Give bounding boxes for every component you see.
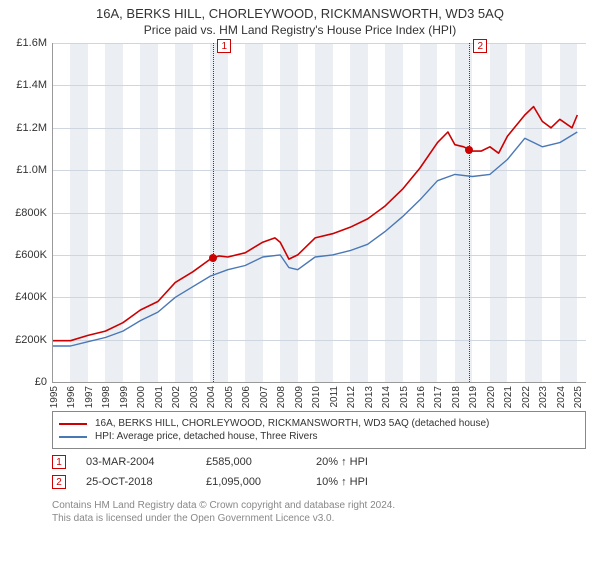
x-axis-tick-label: 2011 — [329, 386, 340, 408]
x-axis-tick-label: 1999 — [119, 386, 130, 408]
transaction-date: 03-MAR-2004 — [86, 456, 186, 468]
transaction-date: 25-OCT-2018 — [86, 476, 186, 488]
x-axis-tick-label: 1998 — [101, 386, 112, 408]
footer-line: This data is licensed under the Open Gov… — [52, 512, 586, 525]
x-axis-tick-label: 2008 — [276, 386, 287, 408]
transaction-row: 1 03-MAR-2004 £585,000 20% ↑ HPI — [52, 455, 586, 469]
x-axis-tick-label: 2025 — [573, 386, 584, 408]
x-axis-tick-label: 2010 — [311, 386, 322, 408]
chart-legend: 16A, BERKS HILL, CHORLEYWOOD, RICKMANSWO… — [52, 411, 586, 449]
page-title: 16A, BERKS HILL, CHORLEYWOOD, RICKMANSWO… — [0, 6, 600, 21]
x-axis-tick-label: 2001 — [154, 386, 165, 408]
page-subtitle: Price paid vs. HM Land Registry's House … — [0, 23, 600, 37]
x-axis-tick-label: 2017 — [433, 386, 444, 408]
footer-line: Contains HM Land Registry data © Crown c… — [52, 499, 586, 512]
transaction-row: 2 25-OCT-2018 £1,095,000 10% ↑ HPI — [52, 475, 586, 489]
transaction-delta: 10% ↑ HPI — [316, 476, 368, 488]
x-axis-tick-label: 2004 — [206, 386, 217, 408]
transaction-badge: 2 — [52, 475, 66, 489]
transaction-price: £1,095,000 — [206, 476, 296, 488]
x-axis-tick-label: 2021 — [503, 386, 514, 408]
price-chart: £0£200K£400K£600K£800K£1.0M£1.2M£1.4M£1.… — [52, 43, 586, 403]
chart-series — [53, 43, 586, 382]
y-axis-tick-label: £400K — [15, 291, 47, 303]
x-axis-tick-label: 2009 — [294, 386, 305, 408]
y-axis-tick-label: £800K — [15, 207, 47, 219]
y-axis-tick-label: £1.0M — [16, 164, 47, 176]
legend-swatch-line — [59, 436, 87, 438]
x-axis-tick-label: 2003 — [189, 386, 200, 408]
x-axis-tick-label: 2019 — [468, 386, 479, 408]
y-axis-tick-label: £1.6M — [16, 37, 47, 49]
x-axis-tick-label: 2000 — [136, 386, 147, 408]
x-axis-tick-label: 2022 — [521, 386, 532, 408]
legend-row: HPI: Average price, detached house, Thre… — [59, 431, 579, 442]
y-axis-tick-label: £600K — [15, 249, 47, 261]
x-axis-tick-label: 2014 — [381, 386, 392, 408]
x-axis-tick-label: 2024 — [556, 386, 567, 408]
x-axis-tick-label: 1995 — [49, 386, 60, 408]
y-axis-tick-label: £1.2M — [16, 122, 47, 134]
transaction-delta: 20% ↑ HPI — [316, 456, 368, 468]
legend-label: 16A, BERKS HILL, CHORLEYWOOD, RICKMANSWO… — [95, 418, 489, 429]
x-axis-tick-label: 2020 — [486, 386, 497, 408]
x-axis-tick-label: 1996 — [66, 386, 77, 408]
legend-label: HPI: Average price, detached house, Thre… — [95, 431, 318, 442]
x-axis-tick-label: 2012 — [346, 386, 357, 408]
data-attribution: Contains HM Land Registry data © Crown c… — [52, 499, 586, 525]
legend-row: 16A, BERKS HILL, CHORLEYWOOD, RICKMANSWO… — [59, 418, 579, 429]
x-axis-tick-label: 2023 — [538, 386, 549, 408]
transaction-badge: 1 — [52, 455, 66, 469]
y-axis-tick-label: £0 — [35, 376, 47, 388]
y-axis-tick-label: £1.4M — [16, 79, 47, 91]
legend-swatch-line — [59, 423, 87, 425]
series-price_paid — [53, 107, 577, 341]
x-axis-tick-label: 2002 — [171, 386, 182, 408]
x-axis-tick-label: 2005 — [224, 386, 235, 408]
x-axis-tick-label: 2016 — [416, 386, 427, 408]
x-axis-tick-label: 2007 — [259, 386, 270, 408]
y-axis-tick-label: £200K — [15, 334, 47, 346]
x-axis-tick-label: 2018 — [451, 386, 462, 408]
transaction-price: £585,000 — [206, 456, 296, 468]
x-axis-tick-label: 2015 — [399, 386, 410, 408]
x-axis-tick-label: 2013 — [364, 386, 375, 408]
x-axis-tick-label: 1997 — [84, 386, 95, 408]
series-hpi — [53, 132, 577, 346]
x-axis-tick-label: 2006 — [241, 386, 252, 408]
